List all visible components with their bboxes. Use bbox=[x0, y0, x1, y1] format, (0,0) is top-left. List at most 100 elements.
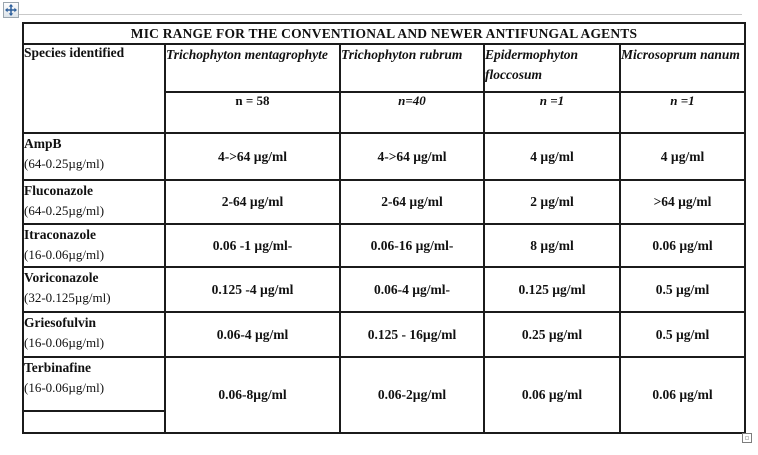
drug-name-cell[interactable]: AmpB (64-0.25µg/ml) bbox=[22, 132, 166, 181]
mic-value: 8 µg/ml bbox=[530, 237, 574, 253]
n-count-cell[interactable]: n = 58 bbox=[164, 91, 341, 134]
text-boundary-line bbox=[19, 14, 742, 15]
mic-value: 4->64 µg/ml bbox=[377, 148, 447, 164]
drug-dilution-range: (64-0.25µg/ml) bbox=[24, 156, 105, 172]
drug-row: Fluconazole (64-0.25µg/ml) 2-64 µg/ml 2-64 … bbox=[22, 179, 746, 225]
mic-value-cell[interactable]: 2-64 µg/ml bbox=[164, 179, 341, 225]
mic-value-cell[interactable]: 2 µg/ml bbox=[483, 179, 621, 225]
mic-value: 0.5 µg/ml bbox=[655, 326, 710, 342]
mic-value-cell[interactable]: 4->64 µg/ml bbox=[339, 132, 485, 181]
table-resize-handle[interactable] bbox=[742, 433, 752, 443]
table-move-handle[interactable] bbox=[3, 2, 19, 18]
mic-value-cell[interactable]: 0.06 µg/ml bbox=[619, 223, 746, 268]
title-row: MIC RANGE FOR THE CONVENTIONAL AND NEWER… bbox=[22, 22, 746, 45]
drug-dilution-range: (16-0.06µg/ml) bbox=[24, 247, 105, 263]
mic-value-cell[interactable]: 2-64 µg/ml bbox=[339, 179, 485, 225]
drug-name-cell[interactable]: Terbinafine (16-0.06µg/ml) bbox=[22, 356, 166, 412]
mic-value: 2-64 µg/ml bbox=[221, 194, 284, 209]
mic-value-cell[interactable]: 8 µg/ml bbox=[483, 223, 621, 268]
drug-name: Fluconazole bbox=[24, 183, 93, 198]
mic-value: 0.06-2µg/ml bbox=[377, 387, 447, 402]
mic-value: 2-64 µg/ml bbox=[381, 194, 443, 209]
table-title-cell[interactable]: MIC RANGE FOR THE CONVENTIONAL AND NEWER… bbox=[22, 22, 746, 45]
mic-value-cell[interactable]: 0.06 µg/ml bbox=[619, 356, 746, 434]
column-header-label: Microsoprum nanum bbox=[621, 47, 740, 62]
drug-row: Terbinafine (16-0.06µg/ml) 0.06-8µg/ml 0.06… bbox=[22, 356, 746, 434]
mic-range-table: MIC RANGE FOR THE CONVENTIONAL AND NEWER… bbox=[22, 22, 746, 434]
mic-value: 4 µg/ml bbox=[660, 148, 705, 164]
mic-value-cell[interactable]: 0.06-4 µg/ml- bbox=[339, 266, 485, 313]
mic-value-cell[interactable]: 0.06-8µg/ml bbox=[164, 356, 341, 434]
drug-row-extension bbox=[22, 410, 745, 434]
empty-species-cell[interactable] bbox=[22, 410, 166, 434]
n-count-label: n=40 bbox=[398, 93, 426, 108]
mic-value-cell[interactable]: 0.125 - 16µg/ml bbox=[339, 311, 485, 358]
n-count-cell[interactable]: n=40 bbox=[339, 91, 485, 134]
mic-value-cell[interactable]: 0.06 -1 µg/ml- bbox=[164, 223, 341, 268]
column-header-cell[interactable]: Microsoprum nanum bbox=[619, 43, 746, 93]
drug-dilution-range: (16-0.06µg/ml) bbox=[24, 380, 105, 396]
n-count-cell[interactable]: n =1 bbox=[619, 91, 746, 134]
drug-name: Terbinafine bbox=[24, 360, 92, 375]
mic-value: 2 µg/ml bbox=[530, 194, 574, 209]
drug-name-cell[interactable]: Griesofulvin (16-0.06µg/ml) bbox=[22, 311, 166, 358]
column-header-label: Epidermophyton floccosum bbox=[485, 47, 579, 82]
mic-value: 0.06-4 µg/ml- bbox=[373, 281, 451, 297]
n-count-label: n = 58 bbox=[235, 93, 270, 108]
mic-value-cell[interactable]: 0.06-4 µg/ml bbox=[164, 311, 341, 358]
mic-value: 0.06-4 µg/ml bbox=[216, 326, 289, 342]
column-header-cell[interactable]: Trichophyton mentagrophyte bbox=[164, 43, 341, 93]
species-header-row: Species identified Trichophyton mentagrop… bbox=[22, 43, 746, 134]
drug-name: Voriconazole bbox=[24, 270, 99, 285]
mic-value-cell[interactable]: 0.25 µg/ml bbox=[483, 311, 621, 358]
mic-value-cell[interactable]: 0.5 µg/ml bbox=[619, 311, 746, 358]
mic-value: 0.125 - 16µg/ml bbox=[367, 326, 457, 342]
mic-value-cell[interactable]: 4->64 µg/ml bbox=[164, 132, 341, 181]
drug-dilution-range: (16-0.06µg/ml) bbox=[24, 335, 105, 351]
mic-value: 0.06 µg/ml bbox=[652, 387, 713, 402]
mic-value: 0.06 -1 µg/ml- bbox=[212, 237, 293, 253]
drug-name-cell[interactable]: Fluconazole (64-0.25µg/ml) bbox=[22, 179, 166, 225]
column-header-label: Trichophyton rubrum bbox=[341, 47, 463, 62]
species-identified-label: Species identified bbox=[24, 45, 125, 60]
mic-value: 0.06 µg/ml bbox=[652, 237, 713, 253]
drug-row: Itraconazole (16-0.06µg/ml) 0.06 -1 µg/ml-… bbox=[22, 223, 746, 268]
n-count-label: n =1 bbox=[539, 93, 565, 108]
drug-name: Itraconazole bbox=[24, 227, 96, 242]
table-title: MIC RANGE FOR THE CONVENTIONAL AND NEWER… bbox=[130, 25, 638, 41]
column-header-label: Trichophyton mentagrophyte bbox=[166, 47, 328, 62]
n-count-label: n =1 bbox=[670, 93, 695, 108]
column-header-cell[interactable]: Epidermophyton floccosum bbox=[483, 43, 621, 93]
mic-value-cell[interactable]: >64 µg/ml bbox=[619, 179, 746, 225]
mic-value-cell[interactable]: 0.06-2µg/ml bbox=[339, 356, 485, 434]
drug-name-cell[interactable]: Itraconazole (16-0.06µg/ml) bbox=[22, 223, 166, 268]
drug-row: Voriconazole (32-0.125µg/ml) 0.125 -4 µg/m… bbox=[22, 266, 746, 313]
drug-dilution-range: (32-0.125µg/ml) bbox=[24, 290, 111, 306]
mic-value-cell[interactable]: 4 µg/ml bbox=[619, 132, 746, 181]
mic-value: 0.125 µg/ml bbox=[518, 281, 586, 297]
mic-value: 0.06 µg/ml bbox=[521, 387, 583, 402]
mic-value-cell[interactable]: 0.125 -4 µg/ml bbox=[164, 266, 341, 313]
mic-value: >64 µg/ml bbox=[653, 194, 712, 209]
mic-value: 4->64 µg/ml bbox=[217, 148, 288, 164]
drug-row: Griesofulvin (16-0.06µg/ml) 0.06-4 µg/ml 0.… bbox=[22, 311, 746, 358]
column-header-cell[interactable]: Trichophyton rubrum bbox=[339, 43, 485, 93]
mic-value-cell[interactable]: 0.125 µg/ml bbox=[483, 266, 621, 313]
move-arrows-icon bbox=[5, 4, 17, 16]
n-count-cell[interactable]: n =1 bbox=[483, 91, 621, 134]
species-identified-cell[interactable]: Species identified bbox=[22, 43, 166, 134]
mic-value-cell[interactable]: 0.06 µg/ml bbox=[483, 356, 621, 434]
mic-value-cell[interactable]: 0.06-16 µg/ml- bbox=[339, 223, 485, 268]
drug-name: AmpB bbox=[24, 136, 62, 151]
drug-dilution-range: (64-0.25µg/ml) bbox=[24, 203, 105, 219]
n-count-row: n = 58 n=40 n =1 n =1 bbox=[23, 91, 746, 134]
drug-name-cell[interactable]: Voriconazole (32-0.125µg/ml) bbox=[22, 266, 166, 313]
mic-value-cell[interactable]: 4 µg/ml bbox=[483, 132, 621, 181]
mic-value: 4 µg/ml bbox=[530, 148, 574, 164]
mic-value: 0.5 µg/ml bbox=[655, 281, 710, 297]
mic-value: 0.25 µg/ml bbox=[521, 326, 583, 342]
mic-value-cell[interactable]: 0.5 µg/ml bbox=[619, 266, 746, 313]
mic-table-body: MIC RANGE FOR THE CONVENTIONAL AND NEWER… bbox=[22, 22, 746, 434]
mic-value: 0.06-16 µg/ml- bbox=[370, 237, 454, 253]
